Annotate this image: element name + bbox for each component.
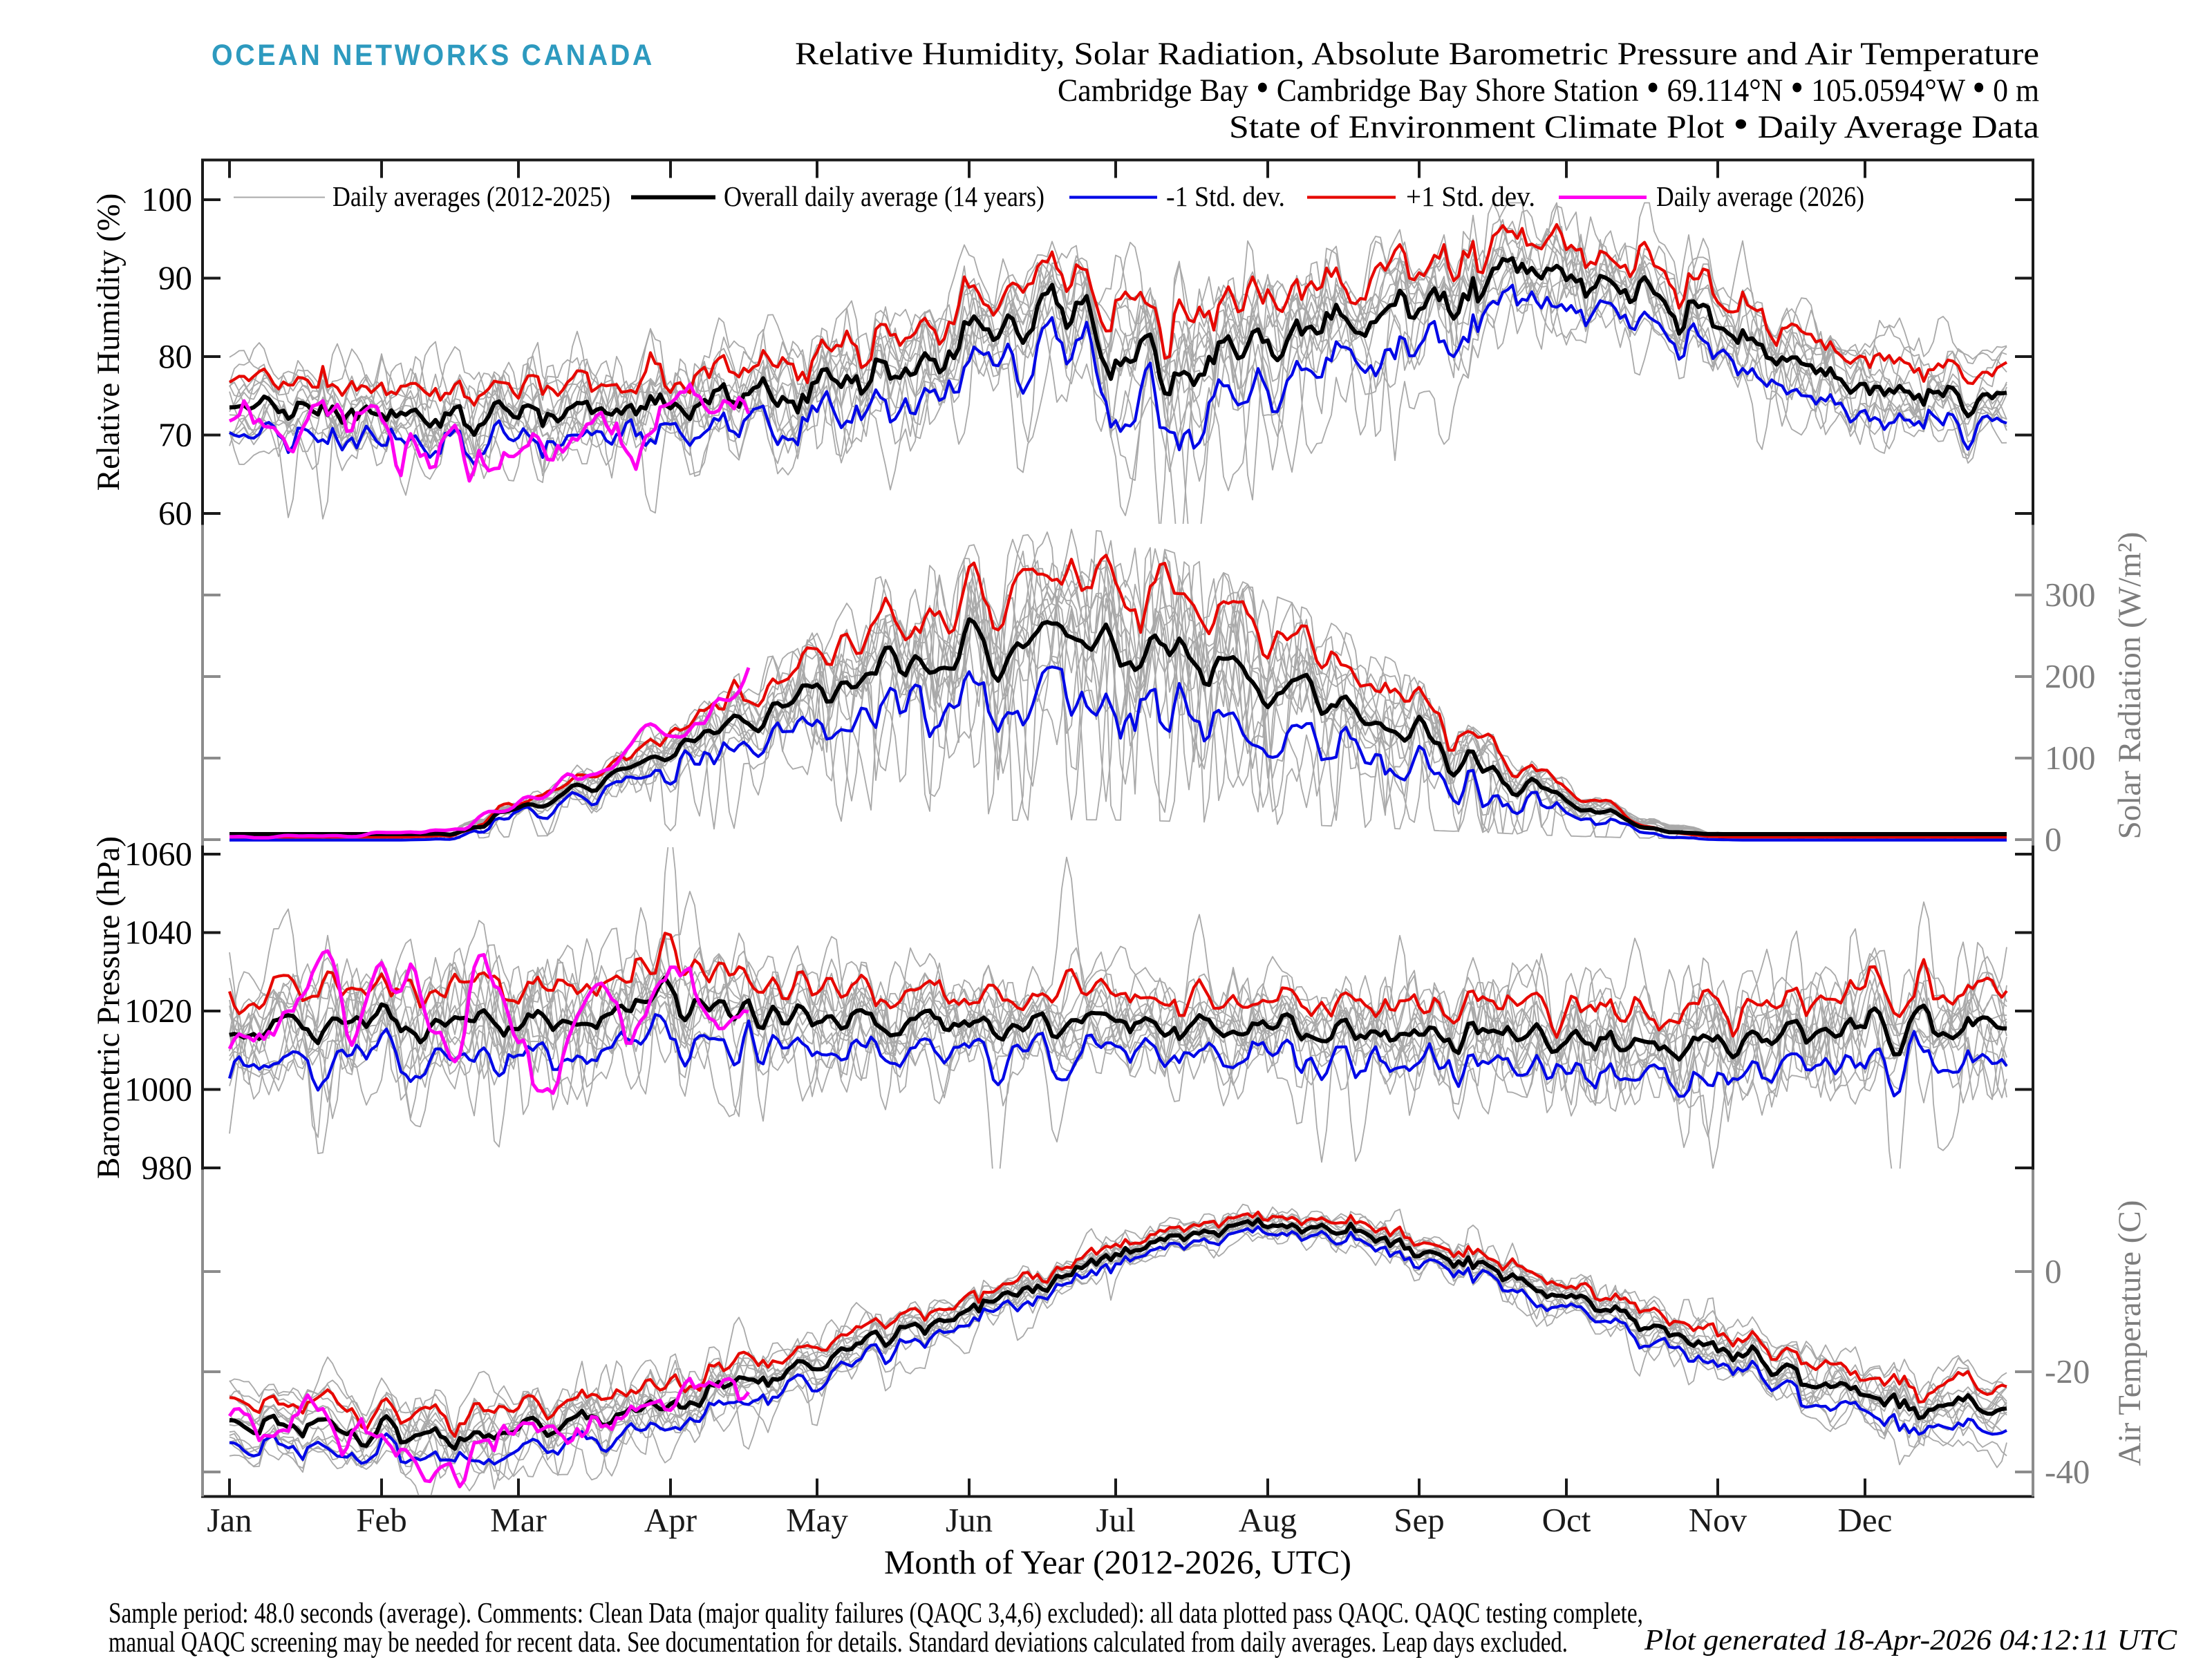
svg-text:Daily average (2026): Daily average (2026) (1656, 180, 1864, 212)
svg-text:980: 980 (142, 1149, 193, 1187)
svg-text:Solar Radiation (W/m²): Solar Radiation (W/m²) (2112, 532, 2148, 840)
svg-text:Sep: Sep (1394, 1501, 1445, 1539)
svg-text:1040: 1040 (124, 914, 192, 952)
svg-text:0: 0 (2045, 1252, 2062, 1290)
svg-text:1020: 1020 (124, 992, 192, 1030)
svg-text:Mar: Mar (490, 1501, 547, 1539)
svg-text:-20: -20 (2045, 1352, 2090, 1390)
svg-text:Aug: Aug (1239, 1501, 1297, 1539)
svg-text:Relative Humidity (%): Relative Humidity (%) (91, 193, 126, 491)
svg-text:Air Temperature (C): Air Temperature (C) (2112, 1200, 2148, 1466)
svg-text:State of Environment Climate P: State of Environment Climate Plot • Dail… (1229, 102, 2039, 147)
svg-text:Jan: Jan (207, 1501, 252, 1539)
svg-text:-40: -40 (2045, 1453, 2090, 1491)
svg-text:Dec: Dec (1838, 1501, 1893, 1539)
svg-text:1060: 1060 (124, 835, 192, 873)
svg-text:Nov: Nov (1689, 1501, 1747, 1539)
svg-text:200: 200 (2045, 657, 2096, 695)
svg-text:Month of Year (2012-2026, UTC): Month of Year (2012-2026, UTC) (884, 1543, 1351, 1581)
svg-text:Jun: Jun (946, 1501, 993, 1539)
svg-text:Overall daily average (14 year: Overall daily average (14 years) (724, 180, 1044, 212)
svg-text:Apr: Apr (644, 1501, 697, 1539)
svg-text:100: 100 (2045, 739, 2096, 777)
svg-text:Barometric Pressure (hPa): Barometric Pressure (hPa) (91, 836, 126, 1179)
svg-text:1000: 1000 (124, 1070, 192, 1108)
svg-text:0: 0 (2045, 820, 2062, 858)
svg-text:-1 Std. dev.: -1 Std. dev. (1166, 180, 1285, 212)
svg-text:May: May (786, 1501, 848, 1539)
svg-text:Oct: Oct (1542, 1501, 1591, 1539)
svg-text:OCEAN NETWORKS CANADA: OCEAN NETWORKS CANADA (212, 39, 655, 72)
svg-text:Jul: Jul (1096, 1501, 1135, 1539)
svg-text:Daily averages (2012-2025): Daily averages (2012-2025) (332, 180, 610, 212)
svg-text:Relative Humidity, Solar Radia: Relative Humidity, Solar Radiation, Abso… (795, 36, 2039, 72)
svg-text:90: 90 (158, 259, 192, 297)
svg-text:Feb: Feb (356, 1501, 407, 1539)
svg-text:100: 100 (142, 180, 193, 218)
svg-text:60: 60 (158, 494, 192, 532)
svg-text:Sample period: 48.0 seconds (a: Sample period: 48.0 seconds (average). C… (109, 1598, 1643, 1630)
svg-text:+1 Std. dev.: +1 Std. dev. (1406, 180, 1535, 212)
svg-text:70: 70 (158, 416, 192, 454)
svg-text:300: 300 (2045, 576, 2096, 614)
svg-text:80: 80 (158, 337, 192, 375)
svg-text:Cambridge Bay • Cambridge Bay: Cambridge Bay • Cambridge Bay Shore Stat… (1058, 65, 2039, 110)
svg-text:manual QAQC screening may be n: manual QAQC screening may be needed for … (109, 1627, 1568, 1659)
svg-text:Plot generated 18-Apr-2026 04:: Plot generated 18-Apr-2026 04:12:11 UTC (1644, 1625, 2177, 1656)
